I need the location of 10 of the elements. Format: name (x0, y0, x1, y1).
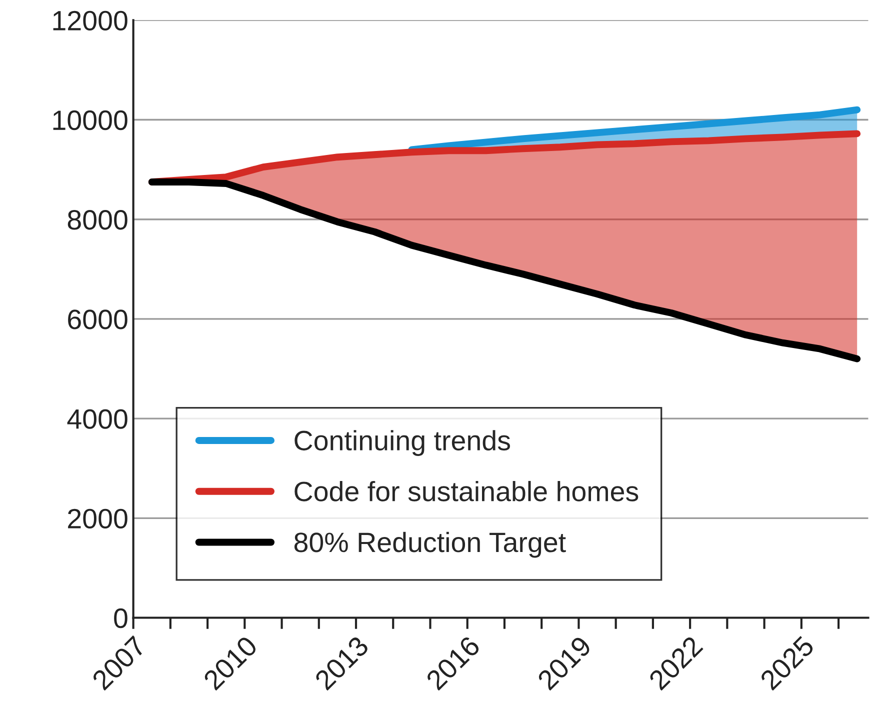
legend-label: Continuing trends (294, 430, 510, 456)
y-tick-label: 0 (114, 608, 128, 628)
y-tick-label: 8000 (68, 210, 128, 230)
y-tick-label: 10000 (53, 110, 128, 130)
legend-label: 80% Reduction Target (294, 532, 566, 558)
y-tick-label: 2000 (68, 508, 128, 528)
y-tick-label: 4000 (67, 409, 128, 429)
y-tick-label: 12000 (53, 10, 128, 30)
y-tick-label: 6000 (68, 310, 128, 330)
legend-label: Code for sustainable homes (294, 480, 638, 502)
